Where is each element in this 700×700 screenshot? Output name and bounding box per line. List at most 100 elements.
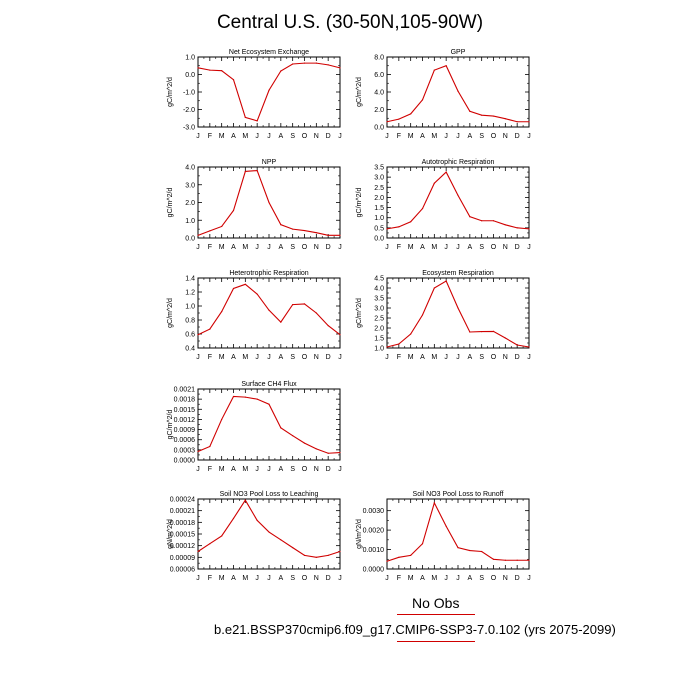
x-tick-label: J [196, 575, 200, 582]
series-line [386, 171, 530, 230]
data-point [221, 311, 223, 313]
data-point [209, 230, 211, 232]
x-tick-label: O [302, 244, 308, 251]
x-tick-label: J [267, 466, 271, 473]
y-tick-label: 4.0 [374, 90, 384, 97]
x-tick-label: D [326, 466, 331, 473]
y-tick-label: 0.0 [374, 236, 384, 243]
chart-panel: J F M A M J J A S O N D J0.000060.000090.000120.0001… [167, 491, 342, 582]
x-tick-label: A [278, 244, 283, 251]
data-point [303, 303, 306, 305]
data-point [433, 69, 435, 71]
x-tick-label: A [420, 575, 425, 582]
x-tick-label: F [208, 466, 212, 473]
x-tick-label: D [515, 354, 520, 361]
plot-frame [386, 277, 530, 349]
y-axis-label: gC/m^2/d [167, 410, 174, 440]
data-point [292, 547, 294, 549]
data-point [410, 554, 412, 556]
y-tick-label: -1.0 [183, 90, 195, 97]
data-point [244, 283, 246, 285]
x-tick-label: F [397, 354, 401, 361]
panel-title: Soil NO3 Pool Loss to Runoff [413, 491, 504, 498]
x-tick-label: S [290, 354, 295, 361]
x-tick-label: J [196, 133, 200, 140]
series-line [386, 280, 530, 348]
y-tick-label: 3.0 [374, 306, 384, 313]
y-tick-label: 0.8 [185, 318, 195, 325]
data-point [528, 559, 530, 561]
data-point [315, 556, 317, 558]
y-axis-label: gC/m^2/d [356, 188, 363, 218]
x-tick-label: J [196, 354, 200, 361]
page-title: Central U.S. (30-50N,105-90W) [216, 12, 484, 33]
y-tick-label: 2.0 [374, 326, 384, 333]
y-tick-label: 0.0 [185, 236, 195, 243]
data-point [221, 225, 223, 228]
data-point [339, 234, 341, 236]
data-point [209, 445, 211, 448]
x-tick-label: J [255, 133, 259, 140]
y-axis-label: gC/m^2/d [356, 298, 363, 328]
data-point [445, 280, 447, 282]
data-point [339, 451, 341, 454]
data-point [244, 116, 246, 118]
data-point [197, 450, 199, 453]
x-tick-label: J [456, 575, 460, 582]
series-line [386, 65, 529, 123]
data-point [516, 344, 518, 346]
x-tick-label: N [503, 133, 508, 140]
data-point [280, 427, 282, 429]
y-tick-label: 0.6 [185, 332, 195, 339]
x-tick-label: J [255, 466, 259, 473]
legend-case-name: b.e21.BSSP370cmip6.f09_g17.CMIP6-SSP3-7.… [214, 622, 616, 637]
y-tick-label: 0.00006 [170, 567, 195, 574]
x-tick-label: D [326, 133, 331, 140]
data-point [504, 559, 506, 561]
x-tick-label: A [278, 354, 283, 361]
x-tick-label: S [290, 466, 295, 473]
x-tick-label: M [431, 133, 437, 140]
x-tick-label: O [491, 244, 497, 251]
y-axis-label: gN/m^2/d [356, 519, 363, 549]
x-tick-label: F [397, 133, 401, 140]
data-point [232, 79, 235, 81]
x-tick-label: M [408, 133, 414, 140]
data-point [445, 171, 447, 173]
chart-panel: J F M A M J J A S O N D J1.01.52.02.53.03.54.04.5Eco… [356, 270, 531, 361]
x-tick-label: A [420, 354, 425, 361]
data-point [303, 442, 306, 444]
x-tick-label: M [219, 466, 225, 473]
x-tick-label: M [219, 575, 225, 582]
series-line [197, 499, 341, 558]
x-tick-label: M [242, 244, 248, 251]
x-tick-label: J [267, 575, 271, 582]
x-tick-label: M [431, 354, 437, 361]
x-tick-label: F [397, 244, 401, 251]
x-tick-label: J [444, 133, 448, 140]
data-point [197, 234, 199, 236]
series-line [386, 501, 529, 562]
x-tick-label: A [231, 354, 236, 361]
data-point [268, 89, 270, 91]
x-tick-label: N [503, 575, 508, 582]
data-point [256, 398, 258, 400]
x-tick-label: J [444, 244, 448, 251]
data-point [433, 502, 435, 504]
x-tick-label: J [338, 466, 342, 473]
data-point [457, 547, 459, 549]
data-point [410, 221, 412, 223]
y-tick-label: 2.0 [374, 195, 384, 202]
x-tick-label: D [326, 354, 331, 361]
x-tick-label: M [242, 133, 248, 140]
y-tick-label: 0.00021 [170, 508, 195, 515]
x-tick-label: J [338, 575, 342, 582]
x-tick-label: D [515, 244, 520, 251]
data-point [292, 228, 294, 230]
plot-frame [197, 498, 341, 570]
panel-title: Autotrophic Respiration [422, 159, 495, 166]
y-tick-label: 0.00024 [170, 497, 195, 504]
